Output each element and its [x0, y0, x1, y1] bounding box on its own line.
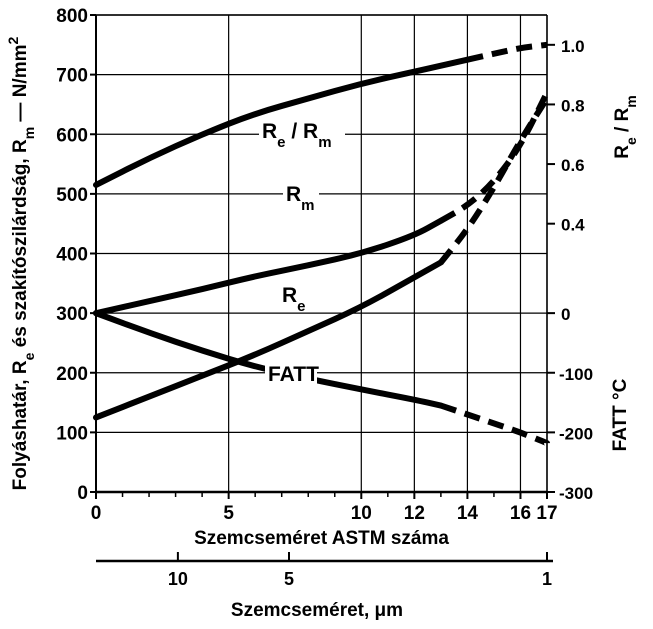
x-tick-label: 17	[536, 503, 557, 524]
series-lines	[93, 41, 550, 446]
series-label-bg	[283, 181, 319, 209]
y-left-tick-label: 0	[77, 483, 88, 504]
y-right-ratio-axis-title: Re / Rm	[612, 95, 639, 159]
y-right-fatt-tick-label: -100	[559, 365, 593, 384]
x2-axis-title: Szemcseméret, μm	[231, 600, 403, 621]
series-label-re: Re	[282, 284, 306, 315]
labels: 0 100 200 300 400 500 600 700 800 0 5 10 12 14 16 17 0 0.…	[5, 6, 639, 621]
x-tick-label: 12	[404, 503, 425, 524]
series-dashed-fatt	[439, 402, 549, 446]
series-line-fatt	[93, 310, 444, 409]
y-right-ratio-tick-label: 0.4	[561, 216, 585, 235]
series-dashed-rm	[439, 91, 550, 224]
x2-tick-label: 1	[542, 569, 552, 589]
y-left-tick-label: 800	[56, 6, 88, 27]
series-label-re-rm: Re / Rm	[262, 120, 332, 151]
y-left-tick-label: 400	[56, 245, 88, 266]
y-right-ratio-tick-label: 1.0	[561, 37, 585, 56]
x-tick-label: 16	[510, 503, 531, 524]
y-right-ratio-tick-label: 0.8	[561, 96, 585, 115]
x-tick-label: 5	[223, 503, 234, 524]
grid	[95, 14, 548, 493]
series-label-bg	[265, 361, 317, 389]
x-tick-label: 0	[91, 503, 102, 524]
series-line-re-rm	[93, 56, 471, 188]
y-left-tick-label: 300	[56, 304, 88, 325]
series-line-re	[93, 259, 444, 421]
y-right-ratio-tick-label: 0.6	[561, 156, 585, 175]
series-dashed-re-rm	[466, 41, 548, 63]
y-left-axis-title: Folyáshatár, Re és szakítószilárdság, Rm…	[5, 36, 37, 490]
series-line-rm	[93, 217, 444, 317]
y-left-tick-label: 200	[56, 364, 88, 385]
x-axis-title: Szemcseméret ASTM száma	[194, 528, 449, 549]
y-left-tick-label: 100	[56, 423, 88, 444]
x-tick-label: 10	[351, 503, 372, 524]
x-tick-label: 14	[457, 503, 479, 524]
y-left-tick-label: 600	[56, 125, 88, 146]
x2-tick-label: 10	[168, 569, 188, 589]
series-label-fatt: FATT	[268, 363, 319, 386]
x2-tick-label: 5	[284, 569, 294, 589]
y-right-fatt-tick-label: -200	[559, 424, 593, 443]
y-right-ratio-tick-label: 0	[561, 305, 570, 324]
axes	[90, 14, 555, 563]
series-label-bg	[279, 282, 315, 310]
y-right-fatt-axis-title: FATT °C	[610, 378, 631, 451]
y-left-tick-label: 700	[56, 66, 88, 87]
series-label-bg	[259, 118, 345, 146]
series-label-rm: Rm	[286, 183, 315, 214]
y-right-fatt-tick-label: -300	[559, 484, 593, 503]
y-left-tick-label: 500	[56, 185, 88, 206]
